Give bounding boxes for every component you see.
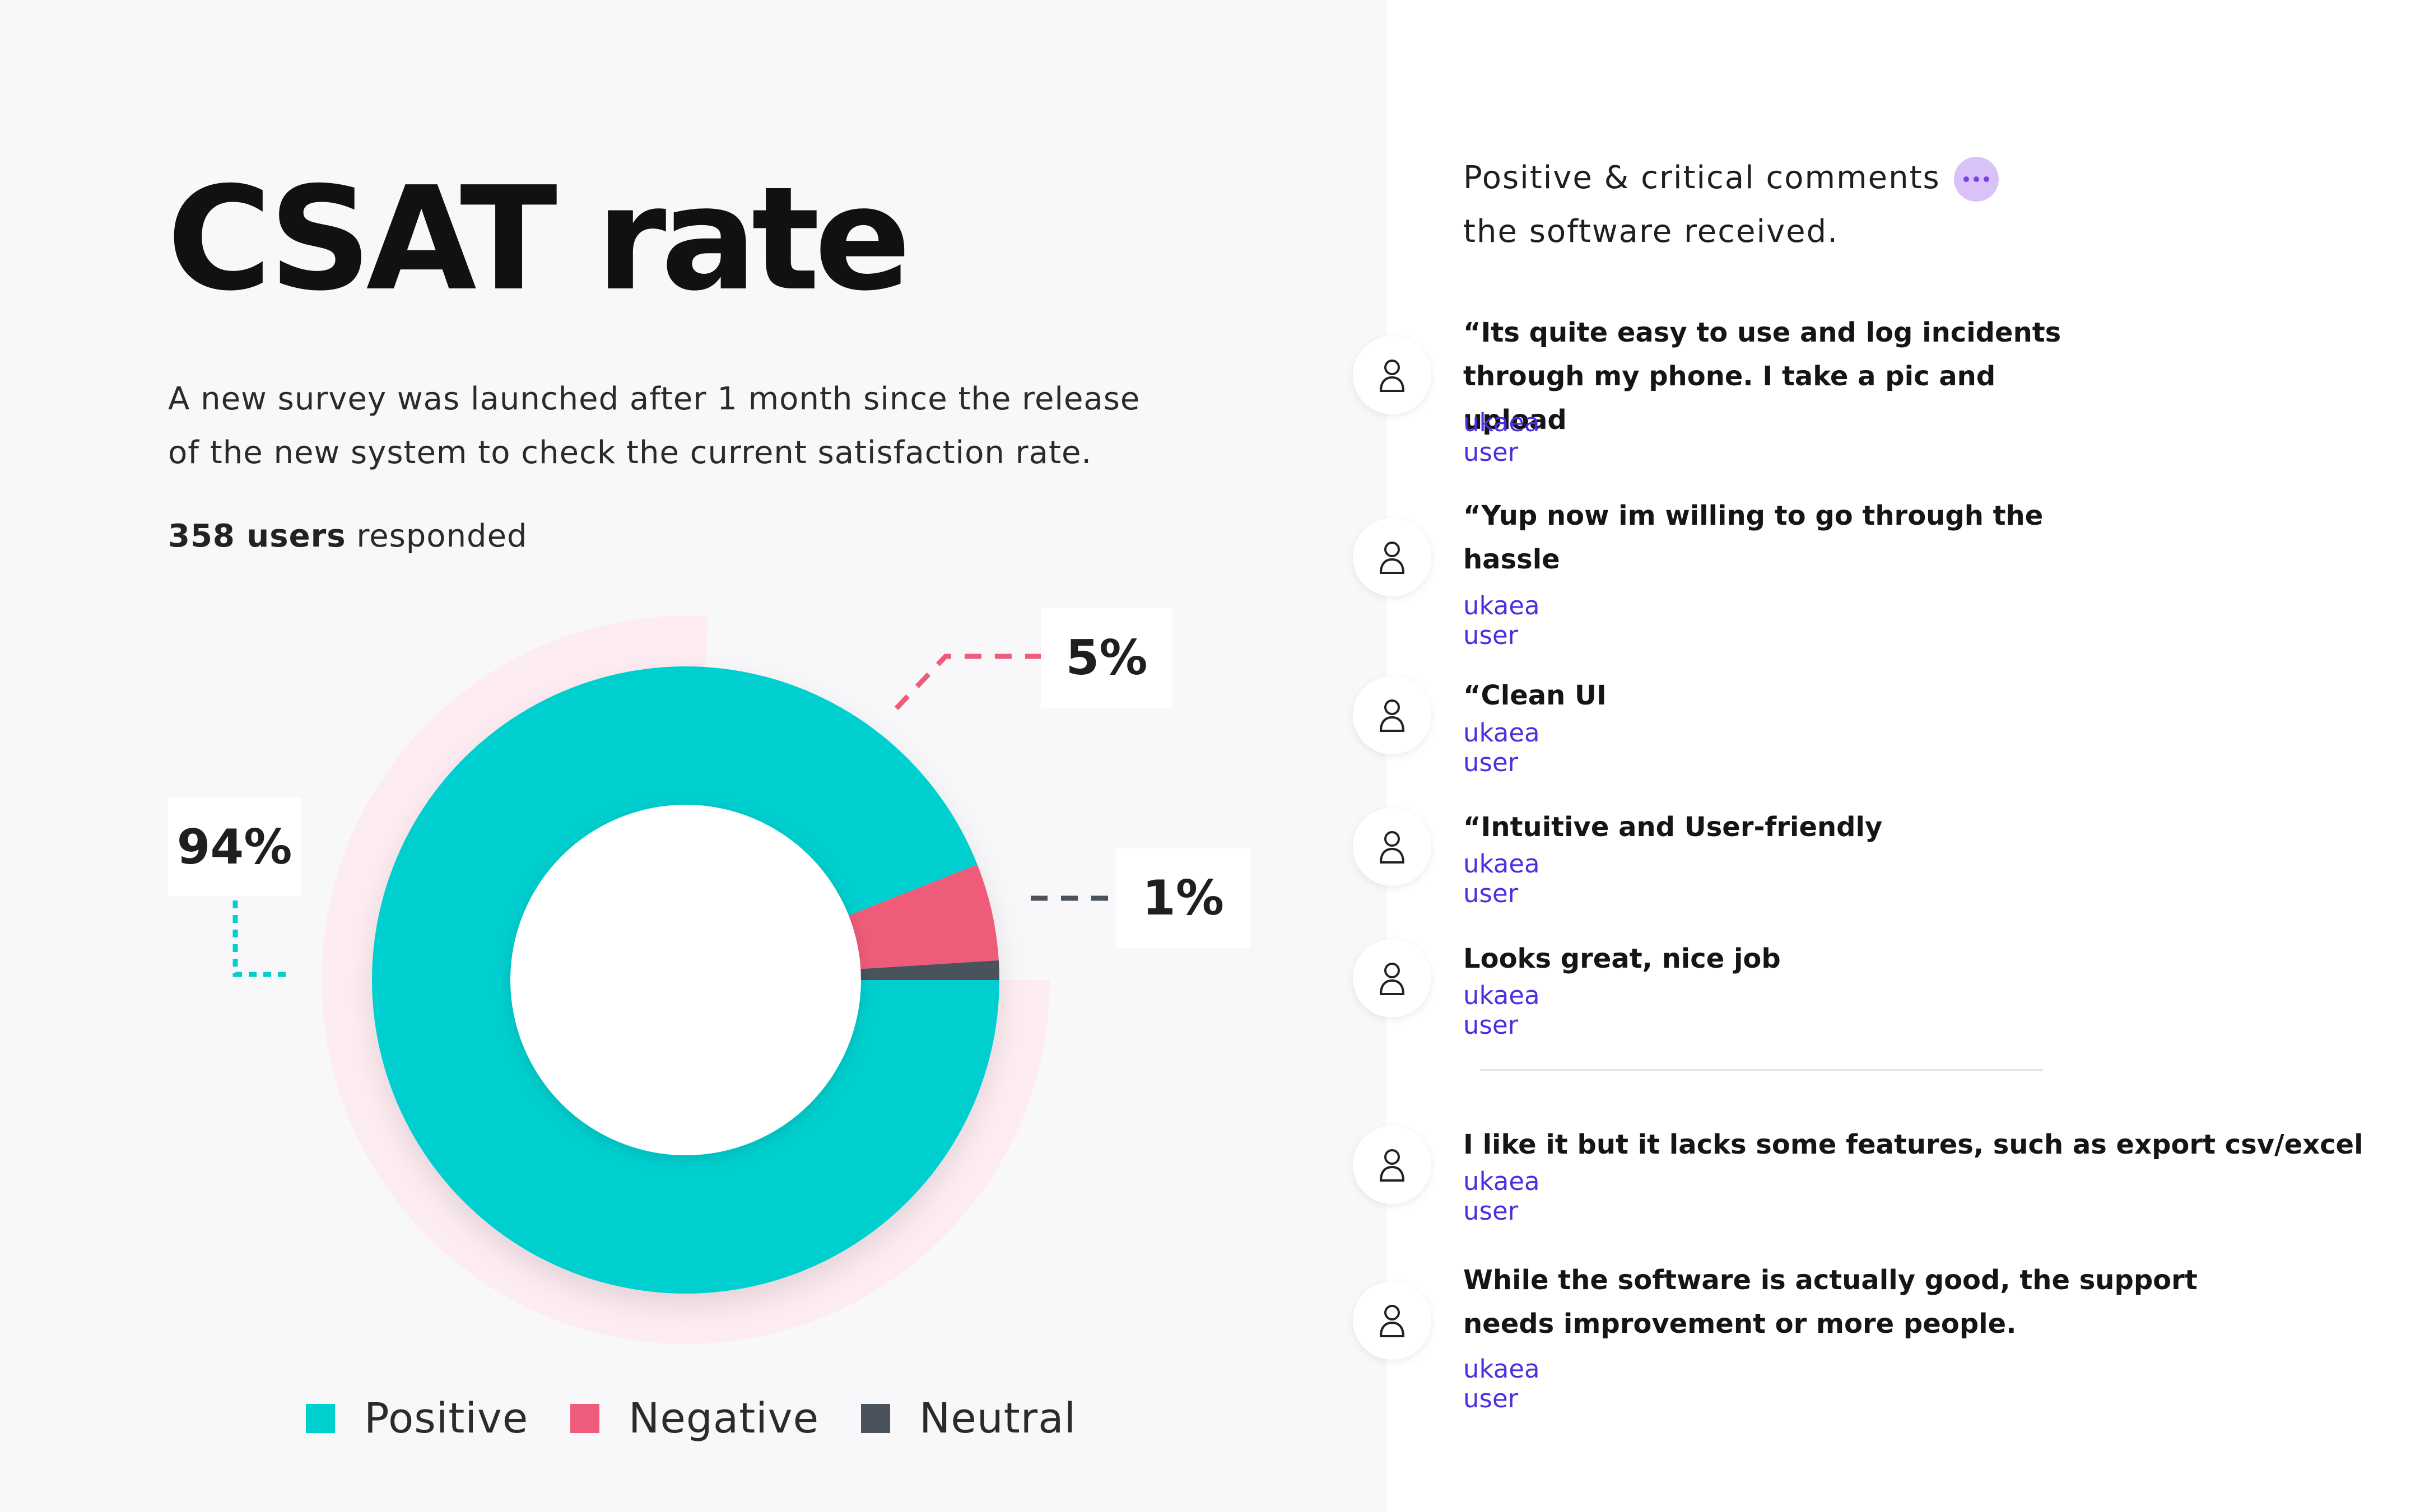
- comment-author[interactable]: ukaea user: [1463, 1354, 1540, 1413]
- donut-slices: [371, 666, 999, 1294]
- user-icon: [1353, 939, 1431, 1018]
- comment-author[interactable]: ukaea user: [1463, 408, 1540, 467]
- leader-line-positive: [232, 900, 287, 977]
- data-label-neutral: 1%: [1116, 848, 1250, 948]
- user-icon: [1353, 518, 1431, 596]
- comment-author[interactable]: ukaea user: [1463, 849, 1540, 908]
- comment-quote: Looks great, nice job: [1463, 943, 1781, 974]
- legend-label-negative: Negative: [629, 1394, 820, 1443]
- user-icon: [1353, 336, 1431, 414]
- chart-panel: CSAT rate A new survey was launched afte…: [167, 156, 1250, 1443]
- survey-description: A new survey was launched after 1 month …: [168, 381, 1141, 471]
- legend-label-neutral: Neutral: [919, 1394, 1077, 1443]
- section-divider: [1480, 1069, 2043, 1071]
- page-title: CSAT rate: [167, 156, 911, 323]
- comment-author[interactable]: ukaea user: [1463, 981, 1540, 1040]
- donut-slice-positive: [371, 666, 999, 1294]
- data-label-positive: 94%: [168, 798, 301, 896]
- comment-author[interactable]: ukaea user: [1463, 591, 1540, 650]
- user-icon: [1353, 1281, 1431, 1360]
- legend-label-positive: Positive: [364, 1394, 529, 1443]
- respondents-count: 358 users responded: [168, 518, 528, 554]
- comment-author[interactable]: ukaea user: [1463, 1166, 1540, 1226]
- data-label-negative: 5%: [1041, 608, 1172, 708]
- respondents-count-suffix: responded: [346, 518, 528, 554]
- chat-bubble-dots-icon[interactable]: [1954, 157, 1999, 202]
- comments-panel: Positive & critical comments the softwar…: [1353, 0, 2420, 1512]
- legend-swatch-neutral: [861, 1404, 890, 1433]
- csat-donut-chart: [232, 616, 1118, 1344]
- legend-swatch-negative: [570, 1404, 599, 1433]
- comment-quote: “Yup now im willing to go through the ha…: [1463, 500, 2044, 575]
- donut-hole: [510, 805, 861, 1155]
- comment-quote: “Its quite easy to use and log incidents…: [1463, 317, 2061, 436]
- comment-quote: “Intuitive and User-friendly: [1463, 811, 1883, 843]
- comments-header: Positive & critical comments the softwar…: [1463, 160, 1940, 250]
- user-icon: [1353, 1126, 1431, 1204]
- comment-quote: I like it but it lacks some features, su…: [1463, 1129, 2363, 1160]
- legend-negative: Negative: [570, 1394, 819, 1443]
- leader-line-negative: [894, 654, 1042, 711]
- comment-author[interactable]: ukaea user: [1463, 718, 1540, 777]
- legend-swatch-positive: [306, 1404, 335, 1433]
- donut-slice-negative: [848, 864, 999, 969]
- donut-slice-neutral: [860, 960, 999, 980]
- user-icon: [1353, 676, 1431, 754]
- comment-quote: “Clean UI: [1463, 680, 1607, 711]
- legend-neutral: Neutral: [861, 1394, 1076, 1443]
- respondents-count-value: 358 users: [168, 518, 346, 554]
- user-icon: [1353, 808, 1431, 886]
- legend-positive: Positive: [306, 1394, 528, 1443]
- comment-quote: While the software is actually good, the…: [1463, 1264, 2198, 1340]
